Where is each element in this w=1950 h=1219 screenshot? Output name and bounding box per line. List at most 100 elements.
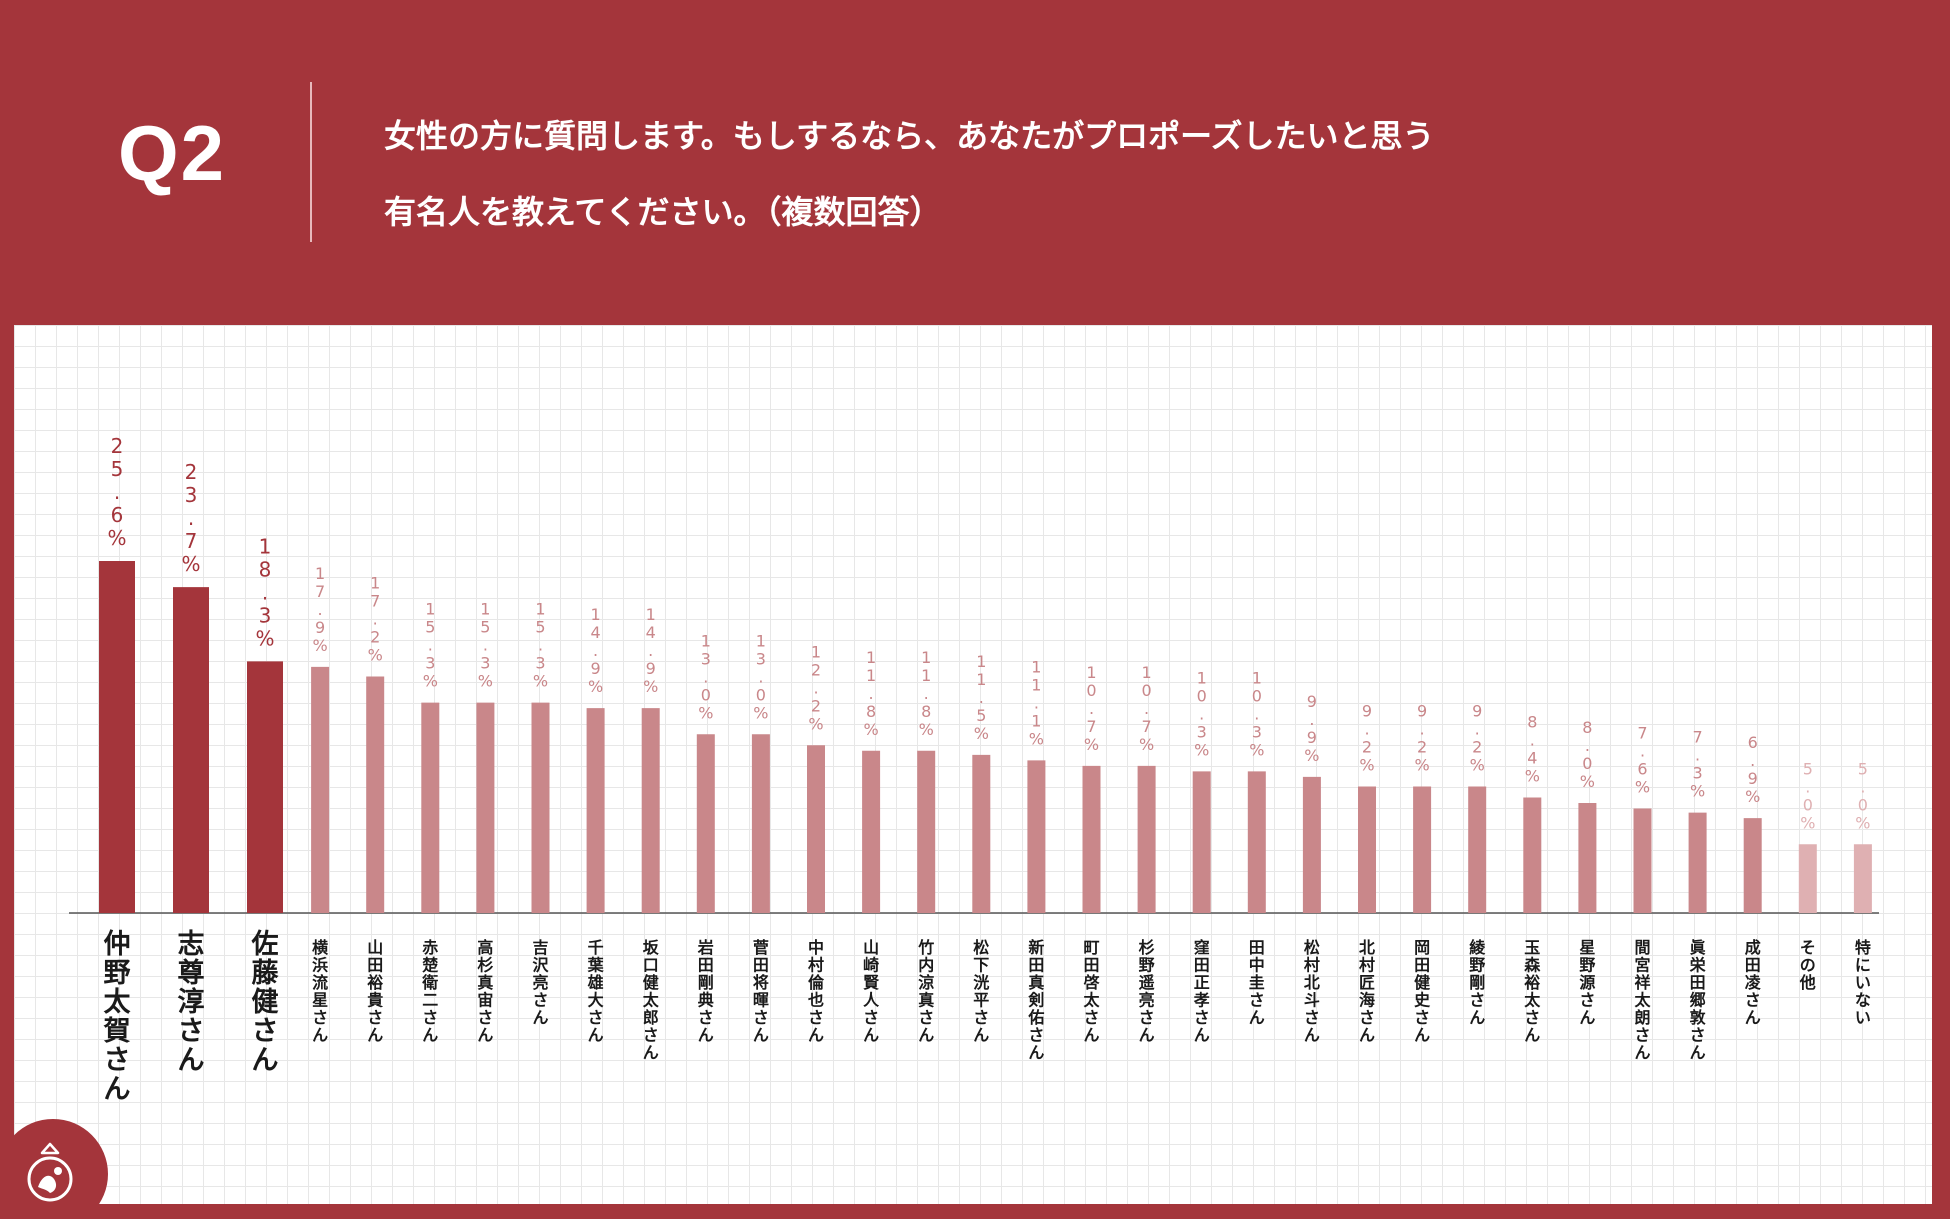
- category-label: 玉森裕太さん: [1523, 938, 1541, 1045]
- category-label: 竹内涼真さん: [917, 938, 934, 1045]
- question-text: 女性の方に質問します。もしするなら、あなたがプロポーズしたいと思う 有名人を教え…: [384, 98, 1684, 250]
- category-label: 山田裕貴さん: [366, 938, 383, 1045]
- bar-value-label: 1 5. 3%: [478, 600, 493, 691]
- bar: [862, 750, 881, 913]
- bar: [751, 734, 770, 913]
- category-label: 仲野太賀さん: [104, 929, 132, 1105]
- category-label: 綾野剛さん: [1469, 938, 1486, 1027]
- bar-value-label: 1 1. 8%: [863, 648, 878, 739]
- category-label: 横浜流星さん: [312, 938, 329, 1045]
- category-label: 岡田健史さん: [1414, 938, 1431, 1045]
- bar-value-label: 1 5. 3%: [423, 600, 438, 691]
- category-label: 佐藤健さん: [251, 929, 280, 1076]
- category-label: 千葉雄大さん: [587, 938, 605, 1045]
- category-label: 窪田正孝さん: [1193, 938, 1210, 1045]
- bar: [366, 676, 385, 913]
- bar-value-label: 5. 0%: [1800, 759, 1815, 832]
- bar: [1688, 812, 1707, 913]
- bar-value-label: 1 4. 9%: [643, 605, 658, 696]
- bar-value-label: 1 7. 9%: [312, 564, 327, 655]
- bar: [1027, 760, 1046, 913]
- bar-value-label: 8. 4%: [1525, 713, 1540, 786]
- question-line-2: 有名人を教えてください。（複数回答）: [384, 193, 942, 231]
- bar: [531, 702, 550, 913]
- bar-value-label: 7. 3%: [1690, 728, 1705, 801]
- bar: [1413, 786, 1432, 913]
- bar: [1523, 797, 1542, 913]
- category-label: 新田真剣佑さん: [1027, 938, 1044, 1062]
- category-label: 松村北斗さん: [1304, 938, 1320, 1045]
- chart-panel: 2 5. 6% 仲野太賀さん 2 3. 7% 志尊淳さん 1 8. 3% 佐藤健さん 1 7. 9% 横浜流星…: [14, 325, 1932, 1204]
- bar-value-label: 1 0. 3%: [1249, 668, 1264, 759]
- bar-value-label: 1 0. 3%: [1194, 668, 1209, 759]
- bar: [421, 702, 440, 913]
- bar: [476, 702, 495, 913]
- category-label: 菅田将暉さん: [753, 938, 769, 1045]
- bar: [1798, 844, 1817, 913]
- bar: [1358, 786, 1376, 913]
- category-label: 北村匠海さん: [1359, 938, 1375, 1045]
- category-label: 特にいない: [1855, 938, 1871, 1027]
- bar-value-label: 6. 9%: [1745, 733, 1760, 806]
- bar: [1578, 803, 1597, 913]
- bar: [1743, 818, 1762, 913]
- bar-value-label: 9. 9%: [1304, 692, 1319, 765]
- bar-value-label: 1 0. 7%: [1139, 663, 1154, 754]
- header: Q2 女性の方に質問します。もしするなら、あなたがプロポーズしたいと思う 有名人…: [0, 0, 1950, 325]
- bar-value-label: 1 4. 9%: [588, 605, 603, 696]
- question-number: Q2: [118, 109, 227, 197]
- bar-value-label: 1 3. 0%: [698, 631, 713, 722]
- category-label: 町田啓太さん: [1082, 938, 1100, 1045]
- bar: [917, 750, 936, 913]
- category-label: 高杉真宙さん: [477, 938, 493, 1045]
- header-divider: [310, 82, 312, 242]
- bar: [247, 661, 283, 913]
- bar-value-label: 1 1. 1%: [1029, 657, 1044, 748]
- category-label: 坂口健太郎さん: [642, 938, 660, 1062]
- bar: [586, 708, 605, 913]
- bar-value-label: 1 1. 5%: [974, 652, 989, 743]
- category-label: 間宮祥太朗さん: [1633, 938, 1651, 1062]
- category-label: 中村倫也さん: [808, 938, 825, 1045]
- bar-value-label: 9. 2%: [1359, 702, 1374, 775]
- bar-value-label: 1 8. 3%: [255, 534, 274, 650]
- bar-value-label: 1 7. 2%: [368, 574, 383, 665]
- category-label: 山崎賢人さん: [863, 938, 880, 1045]
- question-line-1: 女性の方に質問します。もしするなら、あなたがプロポーズしたいと思う: [384, 117, 1435, 155]
- bar-value-label: 1 3. 0%: [753, 631, 768, 722]
- bar-value-label: 9. 2%: [1414, 702, 1429, 775]
- bar: [1853, 844, 1872, 913]
- bar-value-label: 1 1. 8%: [919, 648, 934, 739]
- bar: [1137, 765, 1156, 913]
- category-label: 赤楚衛二さん: [421, 938, 439, 1045]
- category-label: 杉野遥亮さん: [1139, 938, 1155, 1045]
- category-label: 星野源さん: [1579, 938, 1595, 1027]
- bar-value-label: 2 5. 6%: [107, 434, 126, 550]
- bar-value-label: 1 5. 3%: [533, 600, 548, 691]
- bar: [1247, 771, 1266, 913]
- bar: [696, 734, 715, 913]
- bar-value-label: 1 2. 2%: [808, 642, 823, 733]
- bar-value-label: 2 3. 7%: [181, 460, 200, 576]
- bar: [173, 587, 209, 913]
- category-label: 眞栄田郷敦さん: [1689, 938, 1707, 1062]
- bar: [972, 754, 991, 913]
- bar-value-label: 8. 0%: [1580, 718, 1595, 791]
- category-label: 成田凌さん: [1745, 938, 1762, 1027]
- bar: [1082, 765, 1101, 913]
- bar-value-label: 5. 0%: [1855, 759, 1870, 832]
- category-label: 田中圭さん: [1249, 938, 1265, 1027]
- category-label: 岩田剛典さん: [697, 938, 714, 1045]
- bar: [311, 666, 330, 913]
- bar-chart: 2 5. 6 % 仲野太賀さん 2 3. 7 % 志尊淳さん 1 8. 3 % 佐藤健さん 1 7. 9 % 横浜流星…: [69, 434, 1879, 1105]
- bar: [1633, 808, 1652, 913]
- bar: [99, 561, 135, 913]
- bar: [641, 708, 660, 913]
- bar: [807, 745, 825, 913]
- category-label: 吉沢亮さん: [532, 938, 549, 1027]
- ring-logo-icon: [14, 1119, 108, 1204]
- bar: [1302, 776, 1321, 913]
- bar: [1192, 771, 1211, 913]
- bar-value-label: 1 0. 7%: [1084, 663, 1099, 754]
- category-label: 志尊淳さん: [178, 929, 205, 1076]
